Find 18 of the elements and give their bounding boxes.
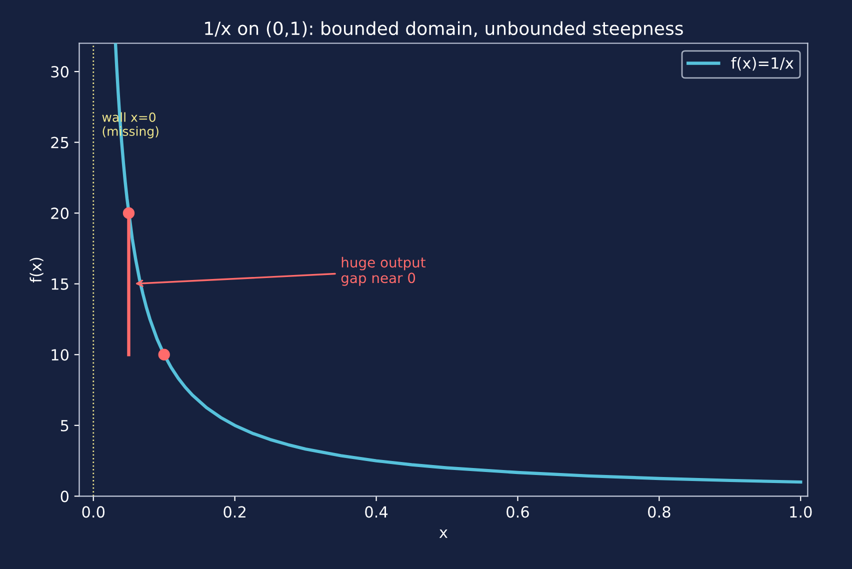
x-tick-label: 0.4 xyxy=(365,506,388,518)
x-tick-label: 0.8 xyxy=(648,506,670,518)
y-axis-title: f(x) xyxy=(30,258,44,283)
y-tick-label: 20 xyxy=(51,208,68,220)
y-tick-label: 30 xyxy=(51,66,68,78)
x-tick-label: 0.2 xyxy=(224,506,246,518)
legend-label: f(x)=1/x xyxy=(731,56,794,71)
x-tick-label: 0.0 xyxy=(82,506,105,518)
annotation: huge output gap near 0 xyxy=(341,256,426,286)
y-tick-label: 15 xyxy=(52,278,68,290)
x-tick-label: 0.6 xyxy=(506,506,529,518)
y-tick-label: 5 xyxy=(60,420,68,432)
x-tick-label: 1.0 xyxy=(790,506,812,518)
chart-title: 1/x on (0,1): bounded domain, unbounded steepness xyxy=(205,21,683,39)
y-tick-label: 0 xyxy=(60,490,68,502)
x-axis-title: x xyxy=(439,529,448,538)
y-tick-label: 25 xyxy=(51,136,68,148)
y-tick-label: 10 xyxy=(52,349,68,361)
